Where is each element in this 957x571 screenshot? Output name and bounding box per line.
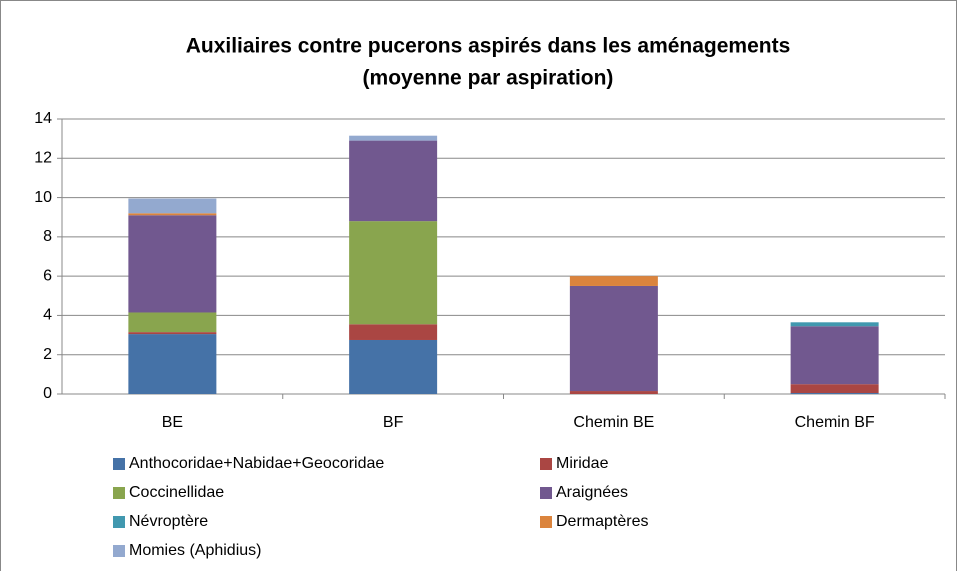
y-tick-label: 12: [34, 150, 52, 167]
legend-label: Coccinellidae: [129, 484, 224, 501]
x-tick-label: BE: [162, 414, 183, 431]
y-tick-label: 2: [43, 346, 52, 363]
legend-swatch: [113, 545, 125, 557]
bar-segment: [569, 391, 658, 394]
bar-segment: [790, 326, 879, 385]
y-tick-label: 4: [43, 307, 52, 324]
legend-label: Névroptère: [129, 513, 208, 530]
bar-segment: [790, 393, 879, 394]
bar-segment: [349, 339, 438, 394]
legend-swatch: [113, 487, 125, 499]
chart-title: Auxiliaires contre pucerons aspirés dans…: [186, 35, 791, 58]
bar-segment: [349, 324, 438, 340]
y-tick-label: 10: [34, 189, 52, 206]
bar-segment: [128, 215, 217, 313]
legend-label: Anthocoridae+Nabidae+Geocoridae: [129, 455, 384, 472]
legend-label: Araignées: [556, 484, 628, 501]
bar-segment: [128, 332, 217, 335]
legend-swatch: [113, 516, 125, 528]
bar-segment: [128, 213, 217, 216]
legend-swatch: [113, 458, 125, 470]
bar-segment: [128, 198, 217, 214]
bar-segment: [569, 276, 658, 286]
bar-segment: [790, 384, 879, 394]
chart-subtitle: (moyenne par aspiration): [363, 67, 614, 90]
x-tick-label: Chemin BE: [573, 414, 654, 431]
bar-segment: [569, 285, 658, 392]
legend-label: Dermaptères: [556, 513, 648, 530]
x-tick-label: Chemin BF: [795, 414, 875, 431]
legend-label: Miridae: [556, 455, 609, 472]
y-tick-label: 8: [43, 228, 52, 245]
legend-swatch: [540, 458, 552, 470]
bar-segment: [349, 221, 438, 325]
bar-segment: [790, 322, 879, 327]
legend-swatch: [540, 516, 552, 528]
legend-swatch: [540, 487, 552, 499]
bar-segment: [349, 135, 438, 141]
legend-label: Momies (Aphidius): [129, 542, 261, 559]
bar-segment: [349, 140, 438, 222]
bar-segment: [128, 312, 217, 333]
bar-segment: [128, 334, 217, 394]
x-tick-label: BF: [383, 414, 404, 431]
y-tick-label: 6: [43, 267, 52, 284]
y-tick-label: 14: [34, 110, 52, 127]
y-tick-label: 0: [43, 385, 52, 402]
